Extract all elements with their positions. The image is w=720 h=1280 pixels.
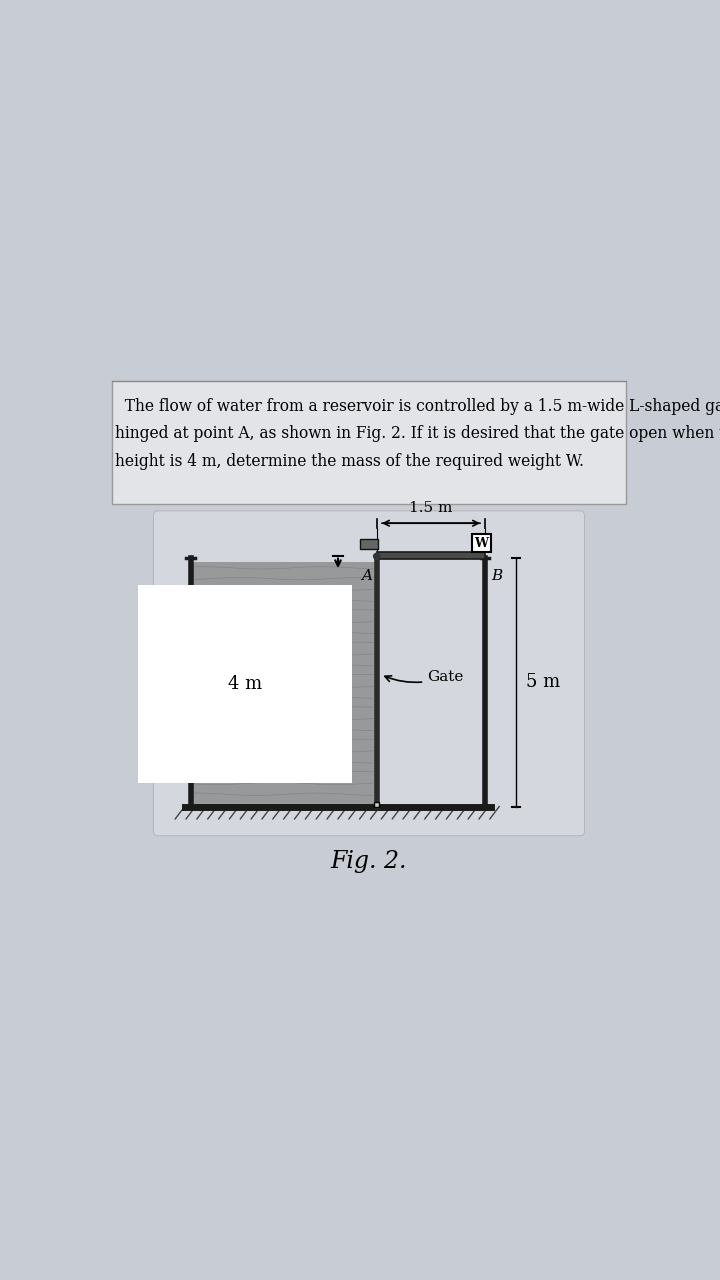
Text: W: W (474, 536, 488, 549)
Bar (374, 803, 379, 806)
Text: B: B (492, 568, 503, 582)
Text: 1.5 m: 1.5 m (409, 502, 453, 516)
Text: hinged at point A, as shown in Fig. 2. If it is desired that the gate open when : hinged at point A, as shown in Fig. 2. I… (114, 425, 720, 443)
Polygon shape (360, 539, 377, 549)
Bar (472, 534, 490, 553)
Text: 5 m: 5 m (526, 673, 560, 691)
Text: A: A (361, 568, 372, 582)
Text: Fig. 2.: Fig. 2. (330, 850, 408, 873)
Circle shape (374, 553, 380, 559)
Text: Gate: Gate (385, 669, 464, 684)
Text: 4 m: 4 m (228, 675, 262, 694)
Text: The flow of water from a reservoir is controlled by a 1.5 m-wide L-shaped gate: The flow of water from a reservoir is co… (114, 398, 720, 415)
Text: height is 4 m, determine the mass of the required weight W.: height is 4 m, determine the mass of the… (114, 453, 584, 470)
FancyBboxPatch shape (153, 511, 585, 836)
Bar (112, 380, 626, 504)
Bar (377, 553, 485, 559)
Bar (192, 562, 377, 806)
